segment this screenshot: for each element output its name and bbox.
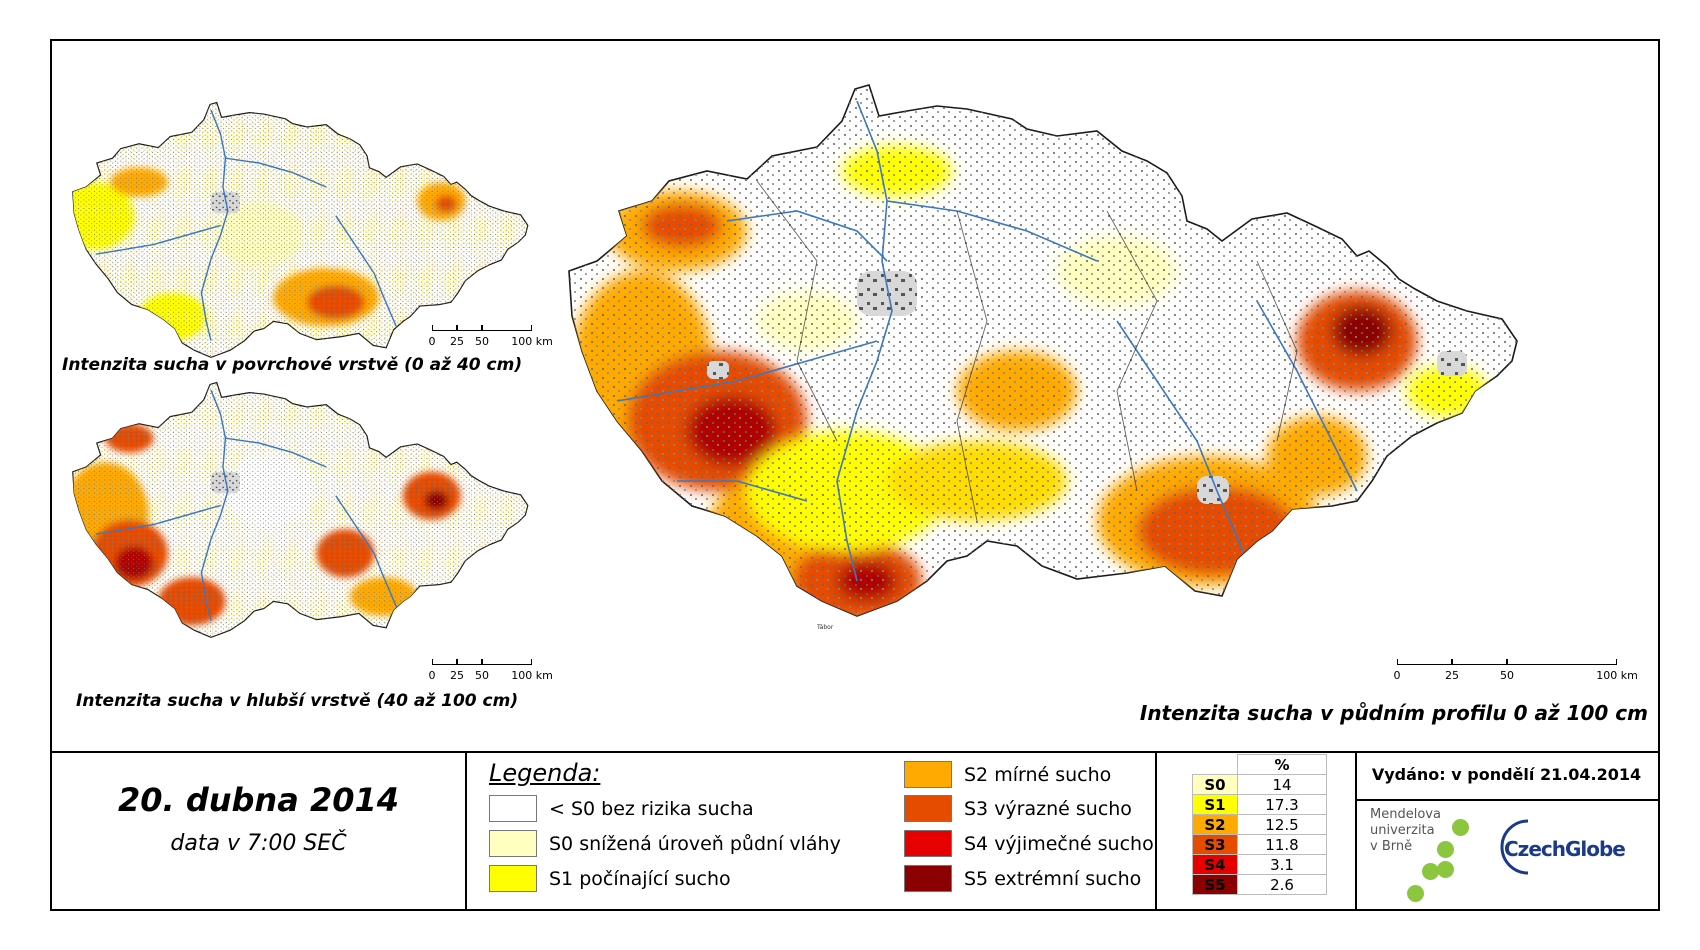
logo-dot	[1407, 885, 1424, 902]
mendel-logo-line: univerzita	[1370, 823, 1435, 838]
scale-label: 0	[1393, 669, 1401, 682]
scale-label: 0	[428, 669, 436, 682]
scale-label: 100 km	[511, 669, 553, 682]
scale-label: 100 km	[511, 335, 553, 348]
scale-label: 25	[450, 335, 464, 348]
legend-item: < S0 bez rizika sucha	[489, 795, 754, 822]
legend-swatch	[489, 865, 537, 892]
percent-row: S1 17.3	[1192, 794, 1327, 815]
deep-map	[72, 381, 529, 639]
logo-dot	[1437, 861, 1454, 878]
city-label: Tábor	[816, 624, 834, 631]
drought-class: S5	[1192, 874, 1238, 895]
scale-label: 50	[1500, 669, 1514, 682]
drought-percent: 12.5	[1237, 814, 1327, 835]
scale-label: 25	[450, 669, 464, 682]
drought-class: S3	[1192, 834, 1238, 855]
legend-swatch	[489, 795, 537, 822]
legend-label: < S0 bez rizika sucha	[549, 797, 754, 820]
legend-swatch	[489, 830, 537, 857]
scale-label: 50	[475, 669, 489, 682]
legend-item: S0 snížená úroveň půdní vláhy	[489, 830, 841, 857]
mendel-logo-line: Mendelova	[1370, 807, 1441, 822]
drought-class: S2	[1192, 814, 1238, 835]
percent-row: S5 2.6	[1192, 874, 1327, 895]
drought-percent: 17.3	[1237, 794, 1327, 815]
legend-item: S3 výrazné sucho	[904, 795, 1132, 822]
drought-class: S1	[1192, 794, 1238, 815]
percent-row: S3 11.8	[1192, 834, 1327, 855]
mendel-logo-line: v Brně	[1370, 839, 1413, 854]
drought-class: S0	[1192, 774, 1238, 795]
mendel-logo: Mendelova univerzita v Brně	[1370, 807, 1441, 855]
scale-label: 100 km	[1596, 669, 1638, 682]
profile-map: Tábor	[568, 84, 1518, 631]
date-title: 20. dubna 2014	[118, 781, 399, 819]
legend-label: S3 výrazné sucho	[964, 797, 1132, 820]
scale-label: 25	[1445, 669, 1459, 682]
legend-label: S4 výjimečné sucho	[964, 832, 1154, 855]
map-frame: Tábor	[50, 39, 1660, 911]
drought-percent: 3.1	[1237, 854, 1327, 875]
surface-map	[72, 101, 529, 359]
legend-item: S1 počínající sucho	[489, 865, 731, 892]
percent-row: S4 3.1	[1192, 854, 1327, 875]
logo-dot	[1437, 841, 1454, 858]
percent-row: S0 14	[1192, 774, 1327, 795]
scale-label: 0	[428, 335, 436, 348]
date-subtitle: data v 7:00 SEČ	[170, 831, 347, 856]
percent-table: % S0 14 S1 17.3 S2 12.5 S3 11.8 S4 3.1 S5 2.6	[1192, 754, 1327, 895]
drought-percent: 11.8	[1237, 834, 1327, 855]
legend-item: S2 mírné sucho	[904, 761, 1111, 788]
legend-swatch	[904, 865, 952, 892]
maps-canvas: Tábor	[72, 84, 1518, 639]
legend-heading: Legenda:	[489, 759, 601, 787]
legend-label: S0 snížená úroveň půdní vláhy	[549, 832, 841, 855]
deep-map-title: Intenzita sucha v hlubší vrstvě (40 až 1…	[76, 691, 519, 711]
drought-percent: 14	[1237, 774, 1327, 795]
legend-item: S4 výjimečné sucho	[904, 830, 1154, 857]
legend-label: S5 extrémní sucho	[964, 867, 1142, 890]
legend-swatch	[904, 830, 952, 857]
percent-row: S2 12.5	[1192, 814, 1327, 835]
profile-map-title: Intenzita sucha v půdním profilu 0 až 10…	[1139, 701, 1648, 725]
legend-swatch	[904, 761, 952, 788]
logo-dot	[1422, 863, 1439, 880]
surface-map-title: Intenzita sucha v povrchové vrstvě (0 až…	[62, 355, 523, 375]
info-panel: 20. dubna 2014 data v 7:00 SEČ Legenda: …	[52, 751, 1658, 911]
legend-swatch	[904, 795, 952, 822]
issued-date: Vydáno: v pondělí 21.04.2014	[1371, 765, 1642, 784]
drought-percent: 2.6	[1237, 874, 1327, 895]
scale-label: 50	[475, 335, 489, 348]
legend-label: S1 počínající sucho	[549, 867, 731, 890]
legend-item: S5 extrémní sucho	[904, 865, 1141, 892]
legend-label: S2 mírné sucho	[964, 763, 1112, 786]
czechglobe-logo: CzechGlobe	[1504, 837, 1626, 861]
logo-dot	[1452, 819, 1469, 836]
drought-class: S4	[1192, 854, 1238, 875]
percent-header: %	[1237, 754, 1327, 775]
czechglobe-arc-icon	[1500, 819, 1529, 875]
